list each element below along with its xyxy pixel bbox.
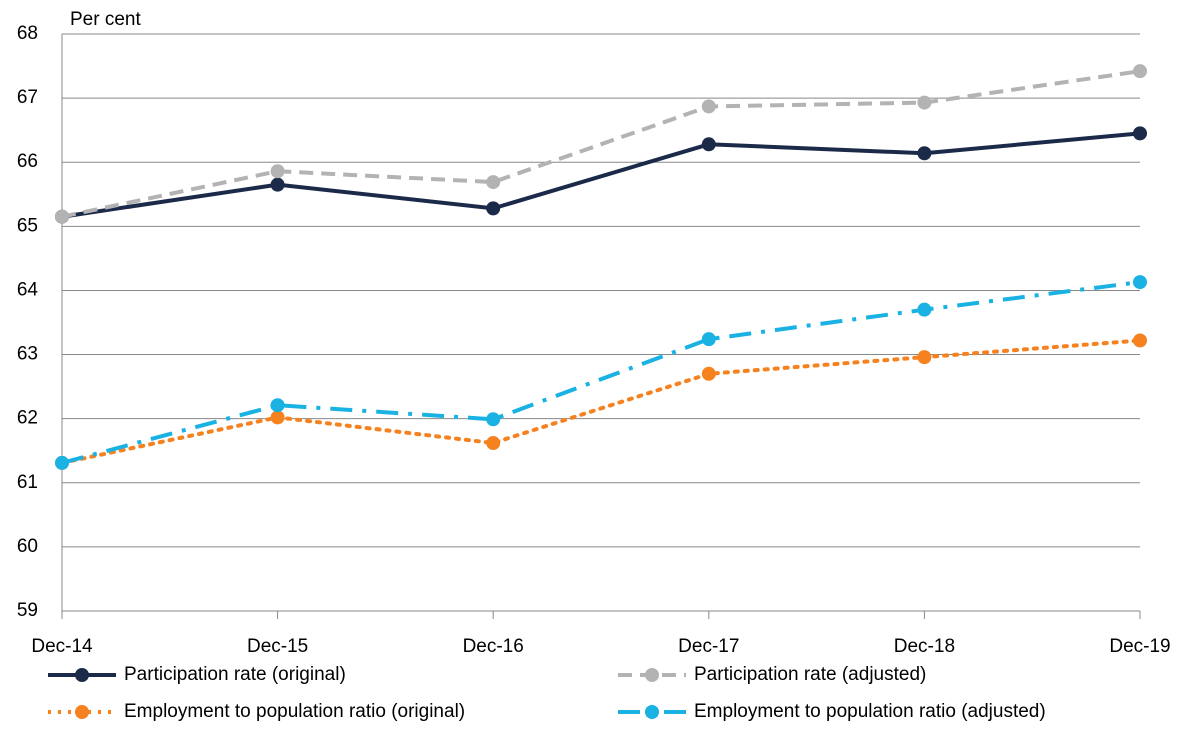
legend-label: Participation rate (original) [124, 664, 346, 685]
data-point [701, 366, 716, 381]
data-point [486, 436, 501, 451]
legend-marker [75, 705, 89, 719]
y-tick-label: 62 [17, 408, 38, 429]
legend-label: Employment to population ratio (original… [124, 701, 465, 722]
data-point [917, 350, 932, 365]
y-tick-label: 67 [17, 87, 38, 108]
data-point [1133, 333, 1147, 348]
data-point [486, 201, 501, 216]
legend-label: Participation rate (adjusted) [694, 664, 926, 685]
data-point [1133, 126, 1147, 141]
data-point [55, 455, 69, 470]
legend-marker [75, 668, 89, 682]
y-tick-label: 65 [17, 215, 38, 236]
data-point [270, 398, 285, 413]
x-tick-label: Dec-19 [1109, 636, 1170, 657]
data-point [55, 209, 69, 224]
series-line [60, 338, 1142, 465]
data-point [917, 146, 932, 161]
y-tick-label: 61 [17, 472, 38, 493]
y-tick-label: 60 [17, 536, 38, 557]
data-point [1133, 275, 1147, 290]
y-tick-label: 59 [17, 600, 38, 621]
data-point [917, 95, 932, 110]
x-tick-label: Dec-16 [463, 636, 524, 657]
data-point [270, 177, 285, 192]
data-point [917, 302, 932, 317]
legend-marker [645, 668, 659, 682]
legend-label: Employment to population ratio (adjusted… [694, 701, 1046, 722]
series-line [61, 131, 1141, 219]
data-point [486, 412, 501, 427]
data-point [701, 99, 716, 114]
y-tick-label: 66 [17, 151, 38, 172]
x-tick-label: Dec-17 [678, 636, 739, 657]
y-tick-label: 63 [17, 344, 38, 365]
data-point [270, 164, 285, 179]
y-axis-label: Per cent [70, 9, 141, 30]
x-tick-label: Dec-15 [247, 636, 308, 657]
data-point [701, 137, 716, 152]
data-point [701, 332, 716, 347]
series-line [61, 69, 1141, 219]
data-point [1133, 64, 1147, 79]
legend-marker [645, 705, 659, 719]
series-line [61, 280, 1141, 465]
data-point [486, 175, 501, 190]
data-point [270, 410, 285, 425]
x-tick-label: Dec-14 [31, 636, 93, 657]
y-tick-label: 68 [17, 23, 38, 44]
x-tick-label: Dec-18 [894, 636, 955, 657]
y-tick-label: 64 [17, 279, 39, 300]
